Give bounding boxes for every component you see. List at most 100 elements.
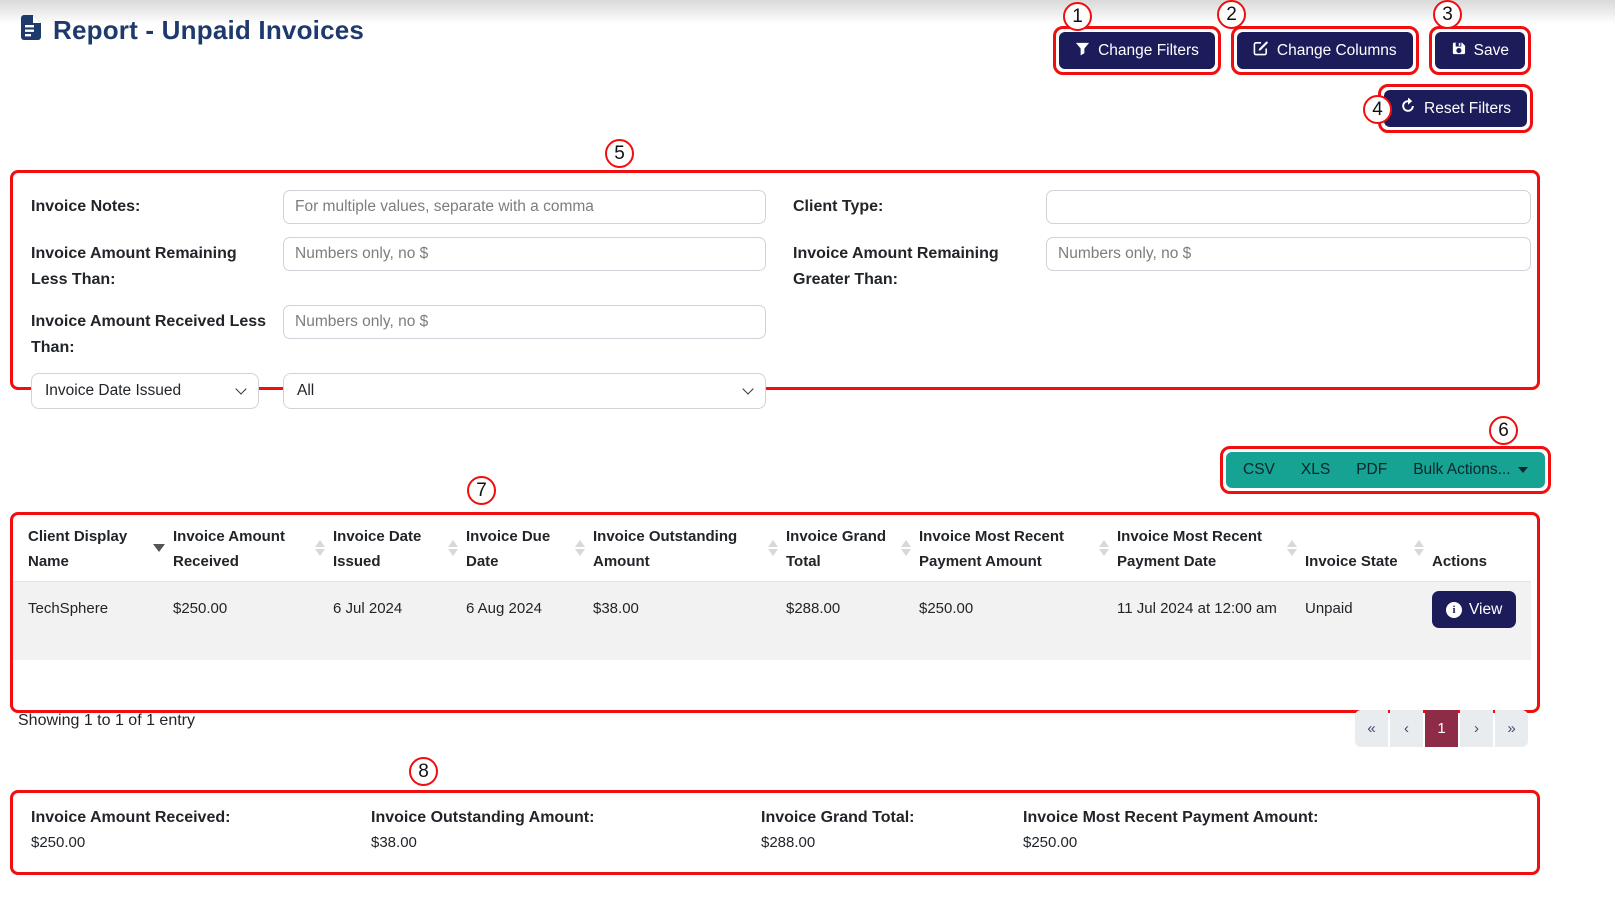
change-columns-button[interactable]: Change Columns xyxy=(1236,32,1413,69)
column-label: Invoice Amount Received xyxy=(173,528,285,571)
showing-entries-text: Showing 1 to 1 of 1 entry xyxy=(18,712,195,729)
client-type-label: Client Type: xyxy=(793,198,884,215)
reset-filters-label: Reset Filters xyxy=(1424,99,1511,117)
summary-label: Invoice Grand Total: xyxy=(761,809,915,826)
pagination-page-1-button[interactable]: 1 xyxy=(1425,710,1458,747)
annotation-circle-8: 8 xyxy=(409,757,438,786)
column-label: Invoice Date Issued xyxy=(333,528,422,571)
summary-value: $250.00 xyxy=(31,834,86,851)
pagination-first-button[interactable]: « xyxy=(1355,710,1388,747)
annotation-circle-2: 2 xyxy=(1217,0,1246,29)
column-label: Invoice Most Recent Payment Amount xyxy=(919,528,1065,571)
sort-arrows-icon xyxy=(315,540,325,557)
sort-arrows-icon xyxy=(768,540,778,557)
toolbar-row-2: Reset Filters xyxy=(1378,84,1533,133)
chevron-down-icon xyxy=(235,383,247,396)
summary-value: $288.00 xyxy=(761,834,816,851)
export-xls-button[interactable]: XLS xyxy=(1300,461,1331,478)
amount-received-less-input[interactable] xyxy=(283,305,766,340)
column-header-invoice-date-issued[interactable]: Invoice Date Issued xyxy=(333,515,466,582)
amount-remaining-greater-input[interactable] xyxy=(1046,237,1531,271)
bulk-actions-dropdown[interactable]: Bulk Actions... xyxy=(1413,461,1528,479)
annotation-box-reset-filters: Reset Filters xyxy=(1378,84,1533,133)
export-csv-button[interactable]: CSV xyxy=(1243,461,1275,478)
column-header-most-recent-payment-date[interactable]: Invoice Most Recent Payment Date xyxy=(1117,515,1305,582)
cell-client-display-name: TechSphere xyxy=(28,600,109,618)
sort-desc-icon xyxy=(153,544,165,553)
amount-remaining-greater-label: Invoice Amount Remaining Greater Than: xyxy=(793,245,999,288)
save-button[interactable]: Save xyxy=(1434,32,1525,69)
summary-value: $38.00 xyxy=(371,834,417,851)
cell-invoice-grand-total: $288.00 xyxy=(786,600,841,618)
cell-invoice-state: Unpaid xyxy=(1305,600,1353,618)
column-label: Invoice Due Date xyxy=(466,528,551,571)
reset-filters-button[interactable]: Reset Filters xyxy=(1384,90,1527,127)
refresh-icon xyxy=(1400,97,1416,119)
chevron-down-icon xyxy=(742,383,754,396)
column-label: Invoice Outstanding Amount xyxy=(593,528,738,571)
client-type-input[interactable] xyxy=(1046,190,1531,224)
summary-value: $250.00 xyxy=(1023,834,1078,851)
funnel-icon xyxy=(1075,41,1090,61)
column-header-client-display-name[interactable]: Client Display Name xyxy=(13,515,173,582)
info-circle-icon: i xyxy=(1446,601,1462,618)
column-header-invoice-due-date[interactable]: Invoice Due Date xyxy=(466,515,593,582)
export-pdf-button[interactable]: PDF xyxy=(1356,461,1388,478)
annotation-box-save: Save xyxy=(1428,26,1531,75)
column-header-invoice-state[interactable]: Invoice State xyxy=(1305,515,1432,582)
amount-received-less-label: Invoice Amount Received Less Than: xyxy=(31,313,267,356)
cell-invoice-amount-received: $250.00 xyxy=(173,600,228,618)
page-header: Report - Unpaid Invoices xyxy=(20,14,364,46)
date-range-select[interactable]: All xyxy=(283,373,766,410)
sort-arrows-icon xyxy=(1414,540,1424,557)
cell-most-recent-payment-amount: $250.00 xyxy=(919,600,974,618)
caret-down-icon xyxy=(1517,467,1528,473)
results-table: Client Display Name Invoice Amount Recei… xyxy=(13,515,1531,660)
column-header-most-recent-payment-amount[interactable]: Invoice Most Recent Payment Amount xyxy=(919,515,1117,582)
table-header-row: Client Display Name Invoice Amount Recei… xyxy=(13,515,1531,582)
save-label: Save xyxy=(1473,41,1509,59)
top-gradient-band xyxy=(0,0,1615,24)
summary-panel: Invoice Amount Received: $250.00 Invoice… xyxy=(10,790,1540,875)
change-columns-label: Change Columns xyxy=(1276,41,1397,59)
filter-panel: Invoice Notes: Client Type: Invoice Amou… xyxy=(10,170,1540,410)
sort-arrows-icon xyxy=(1099,540,1109,557)
column-label: Client Display Name xyxy=(28,528,128,571)
annotation-circle-4: 4 xyxy=(1363,95,1392,124)
cell-most-recent-payment-date: 11 Jul 2024 at 12:00 am xyxy=(1117,600,1277,618)
sort-arrows-icon xyxy=(575,540,585,557)
pencil-square-icon xyxy=(1253,40,1269,61)
view-button[interactable]: i View xyxy=(1432,591,1517,629)
cell-invoice-outstanding-amount: $38.00 xyxy=(593,600,639,618)
summary-item: Invoice Outstanding Amount: $38.00 xyxy=(371,809,761,872)
cell-invoice-date-issued: 6 Jul 2024 xyxy=(333,600,403,618)
table-row: TechSphere $250.00 6 Jul 2024 6 Aug 2024… xyxy=(13,581,1531,660)
annotation-box-change-columns: Change Columns xyxy=(1230,26,1419,75)
pagination-prev-button[interactable]: ‹ xyxy=(1390,710,1423,747)
date-field-select[interactable]: Invoice Date Issued xyxy=(31,373,259,410)
column-header-invoice-grand-total[interactable]: Invoice Grand Total xyxy=(786,515,919,582)
annotation-circle-1: 1 xyxy=(1063,2,1092,31)
annotation-circle-5: 5 xyxy=(605,139,634,168)
summary-label: Invoice Outstanding Amount: xyxy=(371,809,595,826)
column-header-invoice-amount-received[interactable]: Invoice Amount Received xyxy=(173,515,333,582)
amount-remaining-less-label: Invoice Amount Remaining Less Than: xyxy=(31,245,237,288)
column-header-invoice-outstanding-amount[interactable]: Invoice Outstanding Amount xyxy=(593,515,786,582)
pagination-last-button[interactable]: » xyxy=(1495,710,1528,747)
summary-item: Invoice Most Recent Payment Amount: $250… xyxy=(1023,809,1318,872)
amount-remaining-less-input[interactable] xyxy=(283,237,766,271)
export-bar: CSV XLS PDF Bulk Actions... xyxy=(1226,452,1545,488)
results-table-panel: Client Display Name Invoice Amount Recei… xyxy=(10,512,1540,713)
column-label: Actions xyxy=(1432,553,1488,571)
summary-item: Invoice Grand Total: $288.00 xyxy=(761,809,1023,872)
date-range-select-value: All xyxy=(297,382,315,400)
pagination-next-button[interactable]: › xyxy=(1460,710,1493,747)
invoice-notes-input[interactable] xyxy=(283,190,766,224)
invoice-notes-label: Invoice Notes: xyxy=(31,198,141,215)
column-label: Invoice State xyxy=(1305,553,1398,571)
annotation-circle-7: 7 xyxy=(467,476,496,505)
annotation-circle-3: 3 xyxy=(1433,0,1462,29)
sort-arrows-icon xyxy=(901,540,911,557)
change-filters-button[interactable]: Change Filters xyxy=(1059,32,1215,69)
